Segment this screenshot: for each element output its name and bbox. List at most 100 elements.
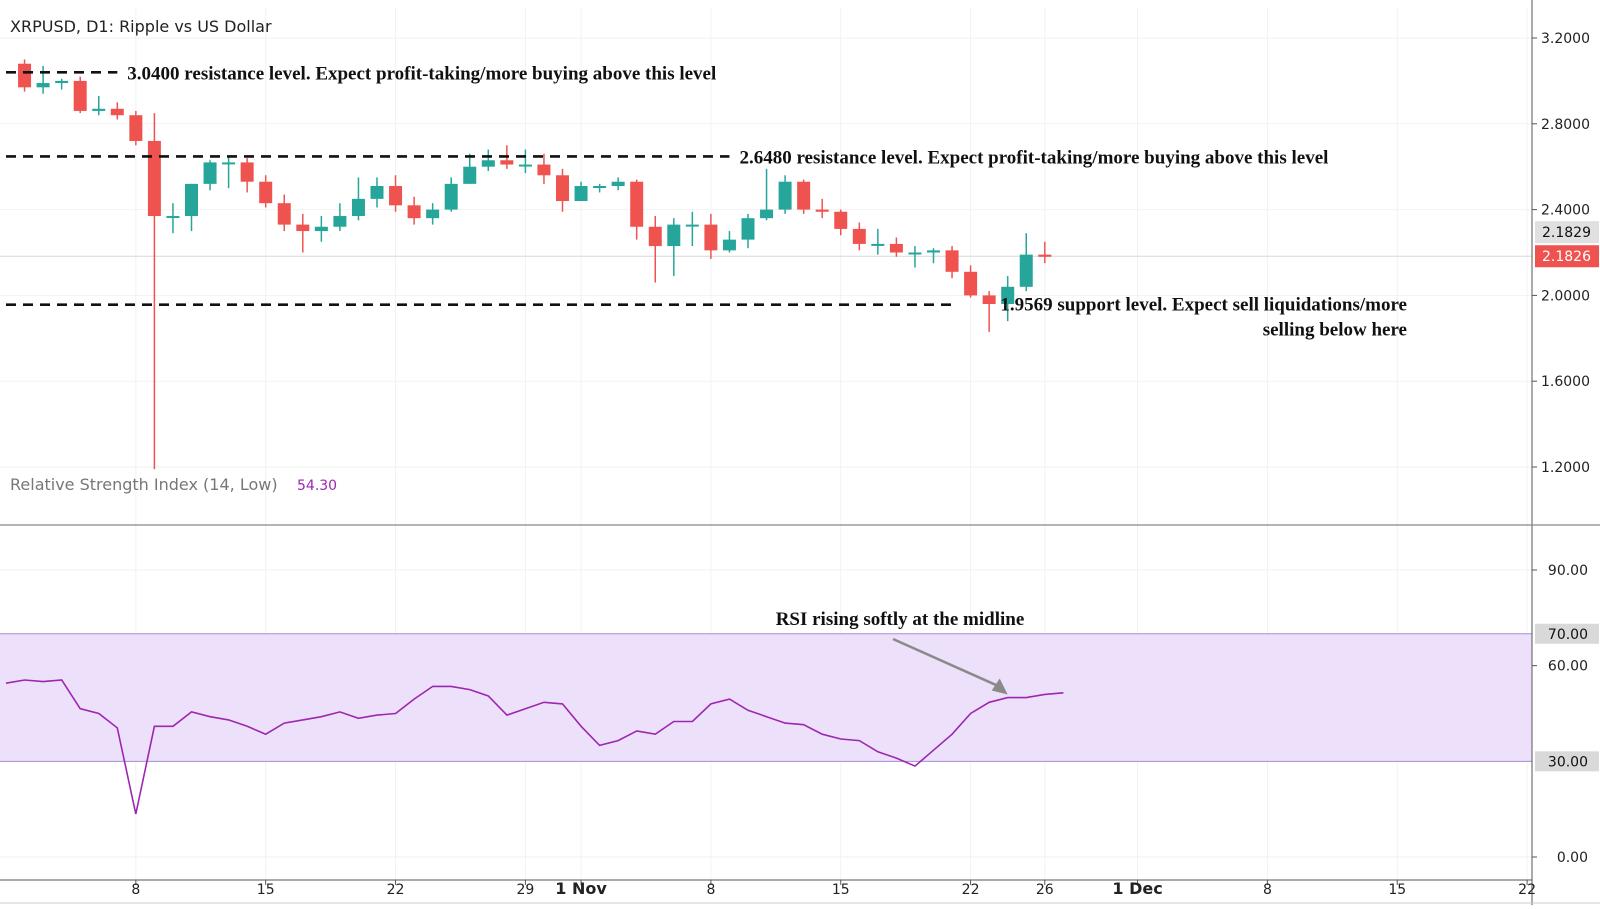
time-tick-label: 15 <box>257 882 275 898</box>
time-tick-label: 8 <box>131 882 140 898</box>
candle-body <box>277 203 291 225</box>
candle-body <box>982 295 996 304</box>
candle-body <box>147 140 161 217</box>
candles <box>18 59 1052 470</box>
candle-body <box>760 209 774 219</box>
rsi-tick-label: 60.00 <box>1548 659 1588 675</box>
rsi-band-tag-bg <box>1535 751 1599 772</box>
rsi-annotation: RSI rising softly at the midline <box>776 609 1025 630</box>
time-tick-label: 1 Dec <box>1112 879 1162 898</box>
time-tick-label: 22 <box>962 882 980 898</box>
candle-body <box>463 166 477 184</box>
rsi-band <box>0 633 1532 762</box>
candle-body <box>889 243 903 253</box>
rsi-band-tag-label: 70.00 <box>1548 627 1588 643</box>
candle-body <box>871 243 885 246</box>
price-tag-bg <box>1535 221 1599 244</box>
time-tick-label: 22 <box>1518 882 1536 898</box>
candle-body <box>1001 286 1015 304</box>
grid-lines <box>0 8 1532 880</box>
level-label-2: 1.9569 support level. Expect sell liquid… <box>1000 295 1407 316</box>
candle-body <box>834 211 848 229</box>
candle-body <box>500 160 514 165</box>
level-label-2-line2: selling below here <box>1263 320 1407 341</box>
time-tick-label: 15 <box>832 882 850 898</box>
candle-body <box>852 228 866 244</box>
level-label-1: 2.6480 resistance level. Expect profit-t… <box>739 147 1328 168</box>
price-tick-label: 1.2000 <box>1541 460 1590 476</box>
candle-body <box>444 183 458 210</box>
candle-body <box>55 80 69 84</box>
candle-body <box>333 216 347 227</box>
candle-body <box>945 250 959 272</box>
time-tick-label: 8 <box>706 882 715 898</box>
candle-body <box>797 181 811 210</box>
rsi-band-fill <box>0 633 1532 762</box>
candle-body <box>574 186 588 202</box>
candle-body <box>1038 254 1052 257</box>
candle-body <box>18 63 32 88</box>
candle-body <box>667 224 681 247</box>
candle-body <box>407 205 421 219</box>
price-tick-label: 2.8000 <box>1541 117 1590 133</box>
candle-body <box>203 162 217 184</box>
price-tick-label: 1.6000 <box>1541 374 1590 390</box>
time-tick-label: 29 <box>516 882 534 898</box>
candle-body <box>518 164 532 167</box>
rsi-arrow-shaft <box>892 637 1003 689</box>
candle-body <box>964 271 978 296</box>
candle-body <box>685 224 699 227</box>
candle-body <box>593 186 607 189</box>
price-tick-label: 2.0000 <box>1541 288 1590 304</box>
rsi-tick-label: 0.00 <box>1557 850 1588 866</box>
candle-body <box>389 186 403 206</box>
candle-body <box>129 115 143 141</box>
rsi-arrow-head <box>991 678 1008 695</box>
candle-body <box>611 181 625 187</box>
time-tick-label: 26 <box>1036 882 1054 898</box>
rsi-value: 54.30 <box>297 478 337 494</box>
candle-body <box>166 216 180 219</box>
time-tick-label: 8 <box>1263 882 1272 898</box>
candle-body <box>630 181 644 227</box>
chart-title: XRPUSD, D1: Ripple vs US Dollar <box>10 17 272 36</box>
candle-body <box>648 226 662 247</box>
rsi-tick-label: 90.00 <box>1548 563 1588 579</box>
price-tag-label: 2.1829 <box>1542 225 1591 241</box>
candle-body <box>778 181 792 210</box>
candle-body <box>110 108 124 116</box>
level-lines: 3.0400 resistance level. Expect profit-t… <box>6 63 1407 341</box>
time-tick-label: 1 Nov <box>555 879 607 898</box>
candle-body <box>927 250 940 253</box>
candle-body <box>222 162 236 165</box>
rsi-band-tag-label: 30.00 <box>1548 754 1588 770</box>
candle-body <box>537 164 551 176</box>
level-label-0: 3.0400 resistance level. Expect profit-t… <box>127 63 716 84</box>
price-tag-label: 2.1826 <box>1542 249 1591 265</box>
candle-body <box>556 175 569 202</box>
candle-body <box>314 226 328 232</box>
candle-body <box>908 252 922 255</box>
candle-body <box>36 83 50 88</box>
candle-body <box>426 209 440 219</box>
time-tick-label: 15 <box>1388 882 1406 898</box>
candle-body <box>741 218 755 240</box>
candle-body <box>92 108 106 111</box>
candle-body <box>704 224 718 251</box>
candle-body <box>240 162 254 182</box>
time-tick-label: 22 <box>387 882 405 898</box>
price-tick-label: 3.2000 <box>1541 31 1590 47</box>
candle-body <box>259 181 273 204</box>
price-tag-bg <box>1535 245 1599 268</box>
candle-body <box>185 183 198 217</box>
candle-body <box>296 224 310 232</box>
rsi-title: Relative Strength Index (14, Low) <box>10 475 278 494</box>
candle-body <box>73 80 87 111</box>
price-tick-label: 2.4000 <box>1541 203 1590 219</box>
rsi-line <box>5 679 1064 815</box>
candle-body <box>815 209 829 212</box>
candle-body <box>351 198 365 217</box>
